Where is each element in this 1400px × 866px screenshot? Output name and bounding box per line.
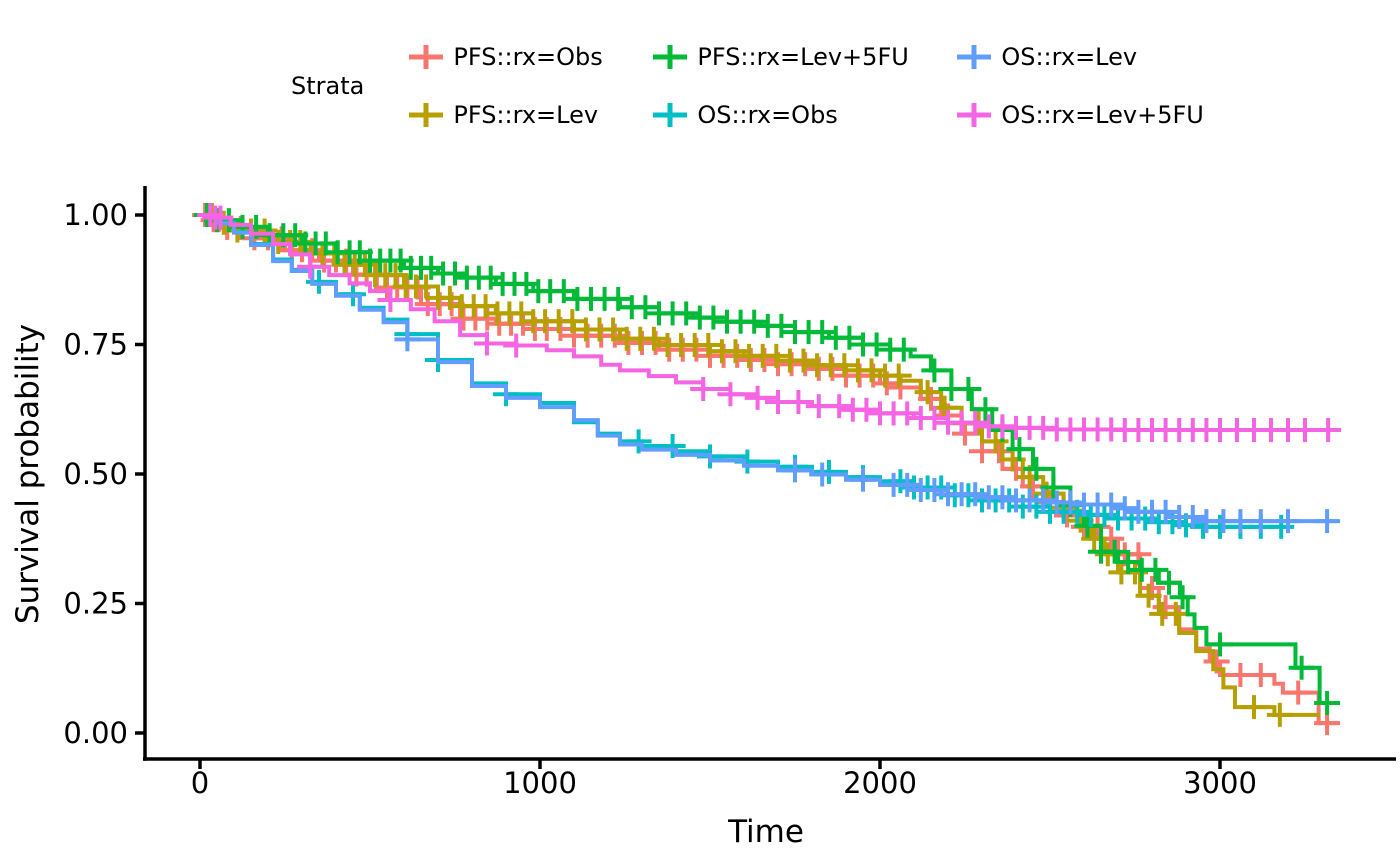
legend-item: PFS::rx=Lev+5FU: [652, 42, 956, 72]
legend-title: Strata: [291, 72, 365, 100]
y-tick-label: 0.00: [63, 716, 128, 750]
series-os-rx-lev-5fu: [197, 203, 1342, 442]
x-tick-label: 0: [191, 766, 209, 800]
axes: [135, 186, 1396, 769]
plus-censor-icon: [653, 103, 688, 127]
series-pfs-rx-lev-5fu: [193, 203, 1341, 715]
legend-grid: PFS::rx=Obs PFS::rx=Lev PFS::rx=Lev+5FU …: [408, 28, 1204, 144]
legend-item-label: PFS::rx=Obs: [453, 43, 603, 71]
x-tick-label: 3000: [1183, 766, 1257, 800]
censor-marks: [193, 203, 1341, 715]
series-os-rx-lev: [200, 213, 1341, 534]
plus-censor-icon: [957, 45, 992, 69]
x-tick-label: 2000: [843, 766, 917, 800]
censor-marks: [394, 327, 1341, 534]
plus-censor-icon: [409, 103, 444, 127]
legend-item-label: OS::rx=Obs: [697, 101, 838, 129]
legend-item: PFS::rx=Lev: [408, 100, 652, 130]
legend-item-label: PFS::rx=Lev: [453, 101, 599, 129]
legend-item-label: OS::rx=Lev+5FU: [1001, 101, 1204, 129]
y-axis-title: Survival probability: [10, 324, 46, 624]
legend-item: OS::rx=Obs: [652, 100, 956, 130]
plus-censor-icon: [957, 103, 992, 127]
legend: Strata PFS::rx=Obs PFS::rx=Lev PFS::rx=L…: [291, 28, 1204, 144]
x-axis-title: Time: [727, 814, 804, 850]
y-tick-label: 1.00: [63, 198, 128, 232]
y-tick-label: 0.50: [63, 457, 128, 491]
censor-marks: [197, 203, 1342, 442]
legend-item-label: OS::rx=Lev: [1001, 43, 1138, 71]
y-tick-label: 0.25: [63, 587, 128, 621]
y-tick-label: 0.75: [63, 328, 128, 362]
legend-item-label: PFS::rx=Lev+5FU: [697, 43, 909, 71]
x-tick-label: 1000: [503, 766, 577, 800]
plus-censor-icon: [653, 45, 688, 69]
legend-item: OS::rx=Lev+5FU: [956, 100, 1204, 130]
plus-censor-icon: [409, 45, 444, 69]
legend-item: OS::rx=Lev: [956, 42, 1204, 72]
legend-item: PFS::rx=Obs: [408, 42, 652, 72]
